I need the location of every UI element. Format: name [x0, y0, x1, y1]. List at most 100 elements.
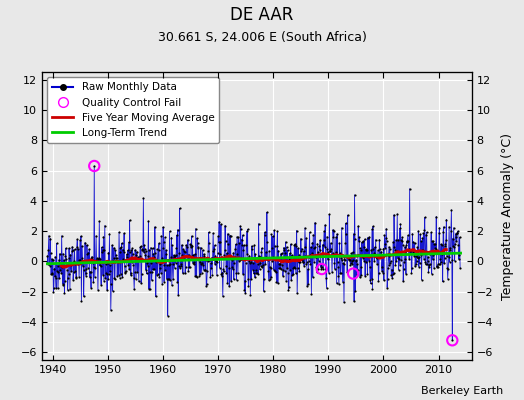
Point	[132, 252, 140, 259]
Point	[79, 258, 88, 264]
Point	[284, 270, 292, 276]
Point	[285, 256, 293, 262]
Point	[146, 286, 154, 292]
Point	[278, 257, 286, 264]
Point	[328, 252, 336, 258]
Point	[284, 287, 292, 293]
Point	[100, 246, 108, 253]
Point	[116, 244, 125, 251]
Point	[307, 244, 315, 250]
Point	[441, 242, 449, 249]
Point	[437, 259, 445, 266]
Point	[318, 266, 326, 272]
Point	[199, 266, 208, 273]
Point	[244, 282, 253, 289]
Point	[95, 262, 104, 269]
Point	[272, 269, 280, 275]
Point	[46, 235, 54, 242]
Point	[180, 256, 188, 262]
Point	[265, 248, 274, 254]
Point	[98, 249, 106, 256]
Point	[239, 246, 248, 253]
Point	[224, 240, 233, 247]
Point	[184, 237, 192, 243]
Point	[200, 253, 209, 259]
Point	[54, 269, 63, 275]
Point	[432, 246, 440, 252]
Point	[69, 268, 78, 275]
Point	[67, 262, 75, 269]
Point	[62, 245, 70, 252]
Point	[394, 255, 402, 261]
Point	[198, 260, 206, 266]
Point	[388, 266, 396, 273]
Point	[374, 277, 383, 284]
Text: 30.661 S, 24.006 E (South Africa): 30.661 S, 24.006 E (South Africa)	[158, 31, 366, 44]
Point	[381, 244, 389, 251]
Point	[187, 242, 195, 248]
Point	[331, 251, 340, 258]
Point	[72, 275, 81, 282]
Point	[436, 260, 444, 267]
Point	[398, 238, 406, 244]
Point	[206, 260, 215, 266]
Point	[195, 257, 203, 263]
Point	[146, 269, 155, 275]
Point	[389, 270, 398, 276]
Point	[125, 266, 133, 272]
Point	[272, 278, 281, 285]
Point	[89, 279, 97, 285]
Point	[78, 243, 86, 249]
Point	[269, 266, 278, 273]
Point	[67, 268, 75, 274]
Point	[266, 265, 275, 272]
Point	[325, 211, 333, 218]
Point	[287, 277, 296, 283]
Point	[201, 266, 209, 273]
Point	[77, 260, 85, 267]
Point	[391, 247, 399, 253]
Point	[285, 284, 293, 290]
Point	[129, 261, 137, 268]
Point	[422, 232, 430, 238]
Point	[368, 285, 377, 292]
Point	[209, 248, 217, 254]
Point	[274, 280, 282, 286]
Point	[231, 254, 239, 260]
Point	[270, 227, 278, 234]
Point	[396, 221, 405, 227]
Point	[211, 253, 220, 259]
Point	[364, 252, 373, 258]
Point	[145, 286, 153, 292]
Point	[213, 272, 221, 279]
Point	[205, 240, 213, 246]
Point	[187, 244, 195, 250]
Point	[360, 258, 368, 264]
Point	[352, 258, 360, 264]
Point	[240, 287, 248, 294]
Point	[178, 242, 186, 248]
Point	[448, 337, 456, 344]
Text: DE AAR: DE AAR	[231, 6, 293, 24]
Point	[282, 244, 291, 250]
Point	[117, 244, 126, 251]
Point	[264, 257, 272, 263]
Point	[93, 258, 102, 265]
Point	[106, 268, 114, 274]
Point	[424, 269, 433, 275]
Point	[353, 261, 362, 268]
Point	[131, 246, 139, 253]
Point	[196, 244, 205, 251]
Point	[307, 291, 315, 297]
Point	[363, 247, 371, 254]
Point	[304, 258, 313, 264]
Point	[218, 269, 226, 276]
Point	[192, 273, 200, 279]
Point	[178, 251, 187, 258]
Point	[250, 274, 259, 280]
Point	[246, 260, 254, 266]
Point	[259, 256, 267, 262]
Point	[231, 246, 239, 252]
Point	[166, 261, 174, 268]
Point	[455, 252, 463, 258]
